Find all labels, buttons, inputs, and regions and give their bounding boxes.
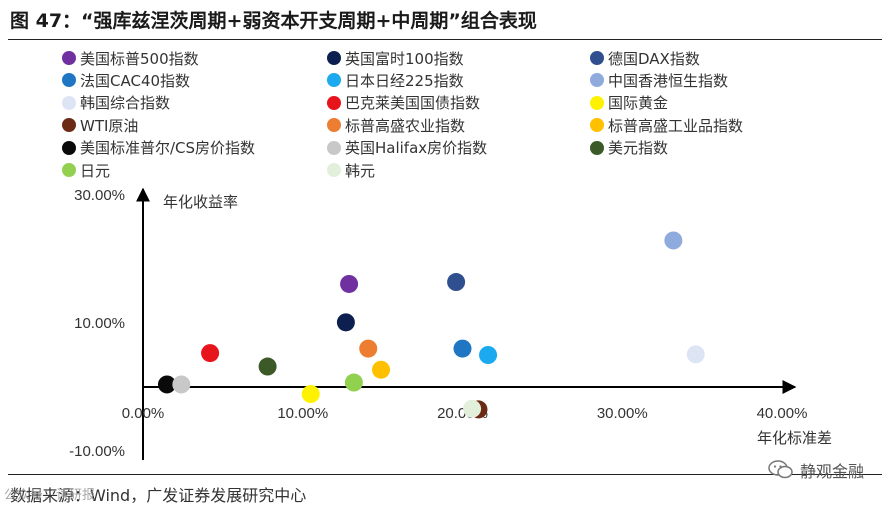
legend-item: 国际黄金 xyxy=(590,92,668,114)
legend-item: 日本日经225指数 xyxy=(327,69,464,91)
legend-label: 标普高盛农业指数 xyxy=(345,116,466,135)
legend-swatch xyxy=(62,140,76,155)
data-point xyxy=(447,273,466,292)
legend-item: 巴克莱美国国债指数 xyxy=(327,92,480,114)
x-tick-label: 10.00% xyxy=(277,405,328,422)
legend-label: 国际黄金 xyxy=(608,94,669,113)
legend-swatch xyxy=(590,118,604,133)
watermark-right-text: 静观金融 xyxy=(799,462,864,481)
data-point xyxy=(157,375,176,394)
legend-swatch xyxy=(590,140,604,155)
legend-label: 标普高盛工业品指数 xyxy=(608,116,744,135)
legend-item: 德国DAX指数 xyxy=(590,47,700,69)
data-point xyxy=(372,360,391,379)
legend-item: 法国CAC40指数 xyxy=(62,69,190,91)
x-axis-title: 年化标准差 xyxy=(757,429,832,447)
legend-swatch xyxy=(590,51,604,65)
legend-swatch xyxy=(327,140,341,155)
legend-swatch xyxy=(590,95,604,110)
title-divider xyxy=(8,39,882,40)
legend-swatch xyxy=(327,163,341,177)
data-point xyxy=(301,385,320,404)
data-point xyxy=(479,346,498,364)
data-point xyxy=(201,344,220,363)
y-tick-label: 10.00% xyxy=(74,315,125,332)
legend-item: 英国富时100指数 xyxy=(327,47,464,69)
legend-label: 日本日经225指数 xyxy=(345,71,464,90)
legend-label: 法国CAC40指数 xyxy=(80,71,191,90)
legend-item: 中国香港恒生指数 xyxy=(590,69,728,91)
watermark-left: 公众号：读研报 xyxy=(4,488,96,503)
x-tick-label: 40.00% xyxy=(757,405,808,422)
legend-swatch xyxy=(327,118,341,133)
legend-label: 美国标普500指数 xyxy=(80,49,199,68)
legend-swatch xyxy=(62,118,76,133)
legend-label: 巴克莱美国国债指数 xyxy=(345,94,481,113)
legend-item: 英国Halifax房价指数 xyxy=(327,137,487,159)
data-point xyxy=(359,339,378,358)
source-note: 数据来源：Wind，广发证券发展研究中心 xyxy=(10,486,307,505)
y-axis-title: 年化收益率 xyxy=(163,193,238,211)
wechat-icon xyxy=(768,460,793,479)
data-point xyxy=(172,375,191,394)
data-point xyxy=(340,274,359,293)
legend-swatch xyxy=(327,73,341,88)
source-divider xyxy=(8,474,882,475)
legend-label: 英国Halifax房价指数 xyxy=(345,139,488,158)
legend-item: 韩元 xyxy=(327,159,375,181)
legend-label: WTI原油 xyxy=(80,116,139,135)
watermark-right: 静观金融 xyxy=(768,458,864,482)
chart-title: 图 47：“强库兹涅茨周期+弱资本开支周期+中周期”组合表现 xyxy=(10,10,537,32)
data-point xyxy=(453,339,472,358)
y-tick-label: 30.00% xyxy=(74,187,125,204)
legend-label: 美国标准普尔/CS房价指数 xyxy=(80,139,256,158)
data-point xyxy=(686,345,705,364)
x-tick-label: 30.00% xyxy=(597,405,648,422)
legend-swatch xyxy=(327,95,341,110)
data-point xyxy=(664,231,683,250)
data-point xyxy=(258,357,277,376)
x-tick-label: 0.00% xyxy=(122,405,165,422)
legend-item: 美元指数 xyxy=(590,137,668,159)
legend-label: 日元 xyxy=(80,161,111,180)
legend-item: WTI原油 xyxy=(62,114,138,136)
legend-item: 韩国综合指数 xyxy=(62,92,170,114)
data-point xyxy=(344,373,363,392)
data-point xyxy=(336,313,355,332)
legend-swatch xyxy=(62,73,76,88)
legend-swatch xyxy=(590,73,604,88)
legend-label: 中国香港恒生指数 xyxy=(608,71,729,90)
legend-item: 标普高盛工业品指数 xyxy=(590,114,743,136)
y-tick-label: -10.00% xyxy=(69,443,125,460)
legend-swatch xyxy=(327,51,341,65)
legend-swatch xyxy=(62,51,76,65)
legend-item: 日元 xyxy=(62,159,110,181)
legend-label: 韩国综合指数 xyxy=(80,94,171,113)
legend-item: 标普高盛农业指数 xyxy=(327,114,465,136)
data-point xyxy=(463,399,482,418)
legend-label: 韩元 xyxy=(345,161,376,180)
legend-swatch xyxy=(62,163,76,177)
legend-label: 英国富时100指数 xyxy=(345,49,464,68)
legend-swatch xyxy=(62,95,76,110)
legend-label: 德国DAX指数 xyxy=(608,49,700,68)
legend-label: 美元指数 xyxy=(608,139,669,158)
legend-item: 美国标准普尔/CS房价指数 xyxy=(62,137,255,159)
legend-item: 美国标普500指数 xyxy=(62,47,199,69)
